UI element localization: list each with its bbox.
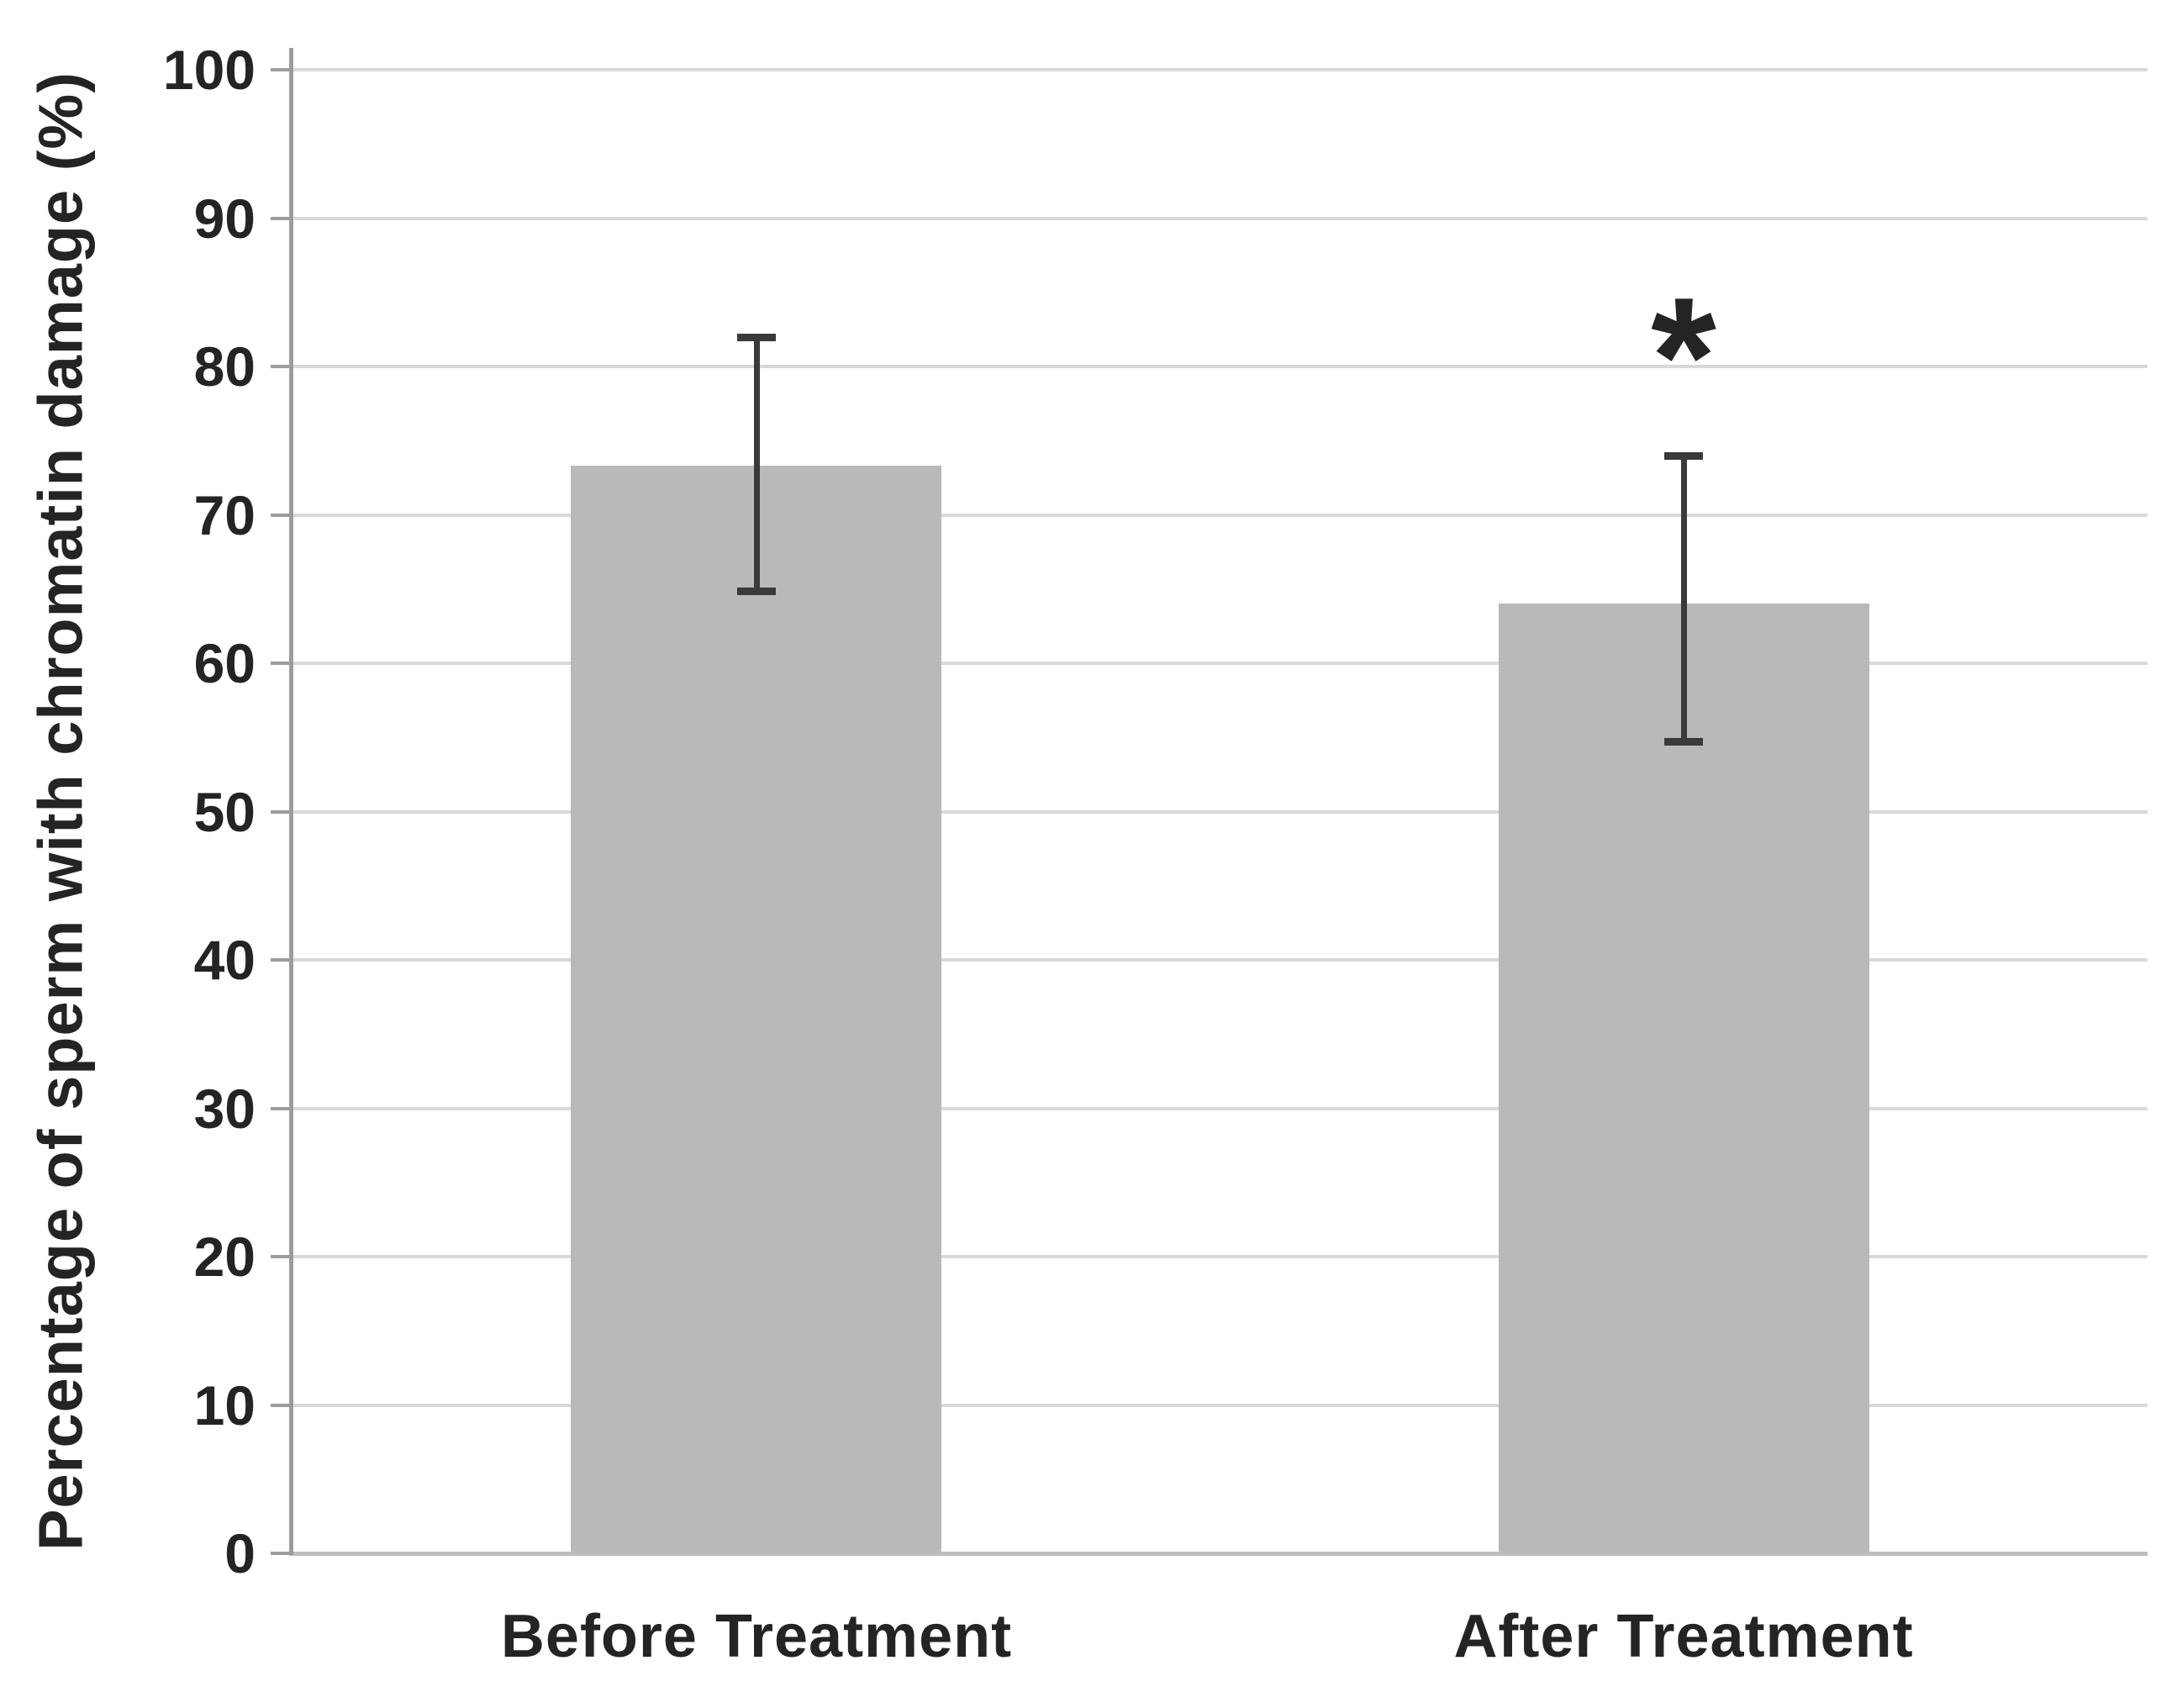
gridline [293,958,2148,962]
y-tick-label: 0 [224,1522,256,1584]
y-tick-label: 80 [193,335,256,398]
gridline [293,1255,2148,1258]
gridline [293,217,2148,220]
y-axis-line [289,48,293,1555]
error-bar-cap-bottom-after-treatment [1664,738,1703,746]
error-bar-cap-top-before-treatment [737,334,776,341]
y-tick-label: 90 [193,187,256,250]
category-label-before-treatment: Before Treatment [500,1603,1013,1670]
gridline [293,662,2148,665]
error-bar-cap-bottom-before-treatment [737,588,776,595]
y-tick-mark [271,1404,293,1407]
gridline [293,514,2148,517]
gridline [293,68,2148,71]
y-tick-label: 50 [193,781,256,843]
gridline [293,810,2148,814]
y-tick-label: 60 [193,632,256,694]
y-tick-mark [271,68,293,71]
bar-before-treatment [571,466,941,1552]
gridline [293,1404,2148,1407]
y-tick-label: 30 [193,1078,256,1140]
error-bar-before-treatment [754,337,760,593]
error-bar-cap-top-after-treatment [1664,452,1703,460]
y-tick-label: 70 [193,484,256,546]
y-tick-mark [271,1107,293,1110]
y-tick-label: 20 [193,1226,256,1288]
y-tick-mark [271,810,293,814]
significance-asterisk: * [1651,263,1716,451]
y-tick-mark [271,1255,293,1258]
y-tick-mark [271,1552,293,1555]
x-axis-line [289,1552,2148,1556]
y-tick-label: 10 [193,1374,256,1437]
y-tick-label: 100 [162,39,256,101]
gridline [293,365,2148,368]
y-tick-mark [271,662,293,665]
bar-after-treatment [1499,604,1869,1552]
y-tick-mark [271,958,293,962]
y-tick-mark [271,365,293,368]
y-tick-mark [271,217,293,220]
y-tick-mark [271,514,293,517]
error-bar-after-treatment [1681,456,1687,742]
y-tick-label: 40 [193,929,256,991]
gridline [293,1107,2148,1110]
category-label-after-treatment: After Treatment [1453,1603,1914,1670]
